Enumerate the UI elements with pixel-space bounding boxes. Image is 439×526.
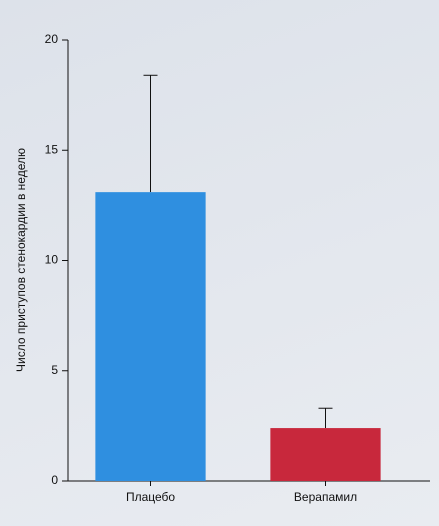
- x-tick-label: Верапамил: [294, 490, 357, 504]
- y-tick-label: 15: [45, 142, 59, 156]
- x-tick-label: Плацебо: [126, 490, 175, 504]
- y-axis-label: Число приступов стенокардии в неделю: [14, 148, 28, 372]
- y-tick-label: 10: [45, 253, 59, 267]
- bar: [270, 428, 381, 481]
- bar: [95, 192, 206, 481]
- y-tick-label: 20: [45, 32, 59, 46]
- y-tick-label: 0: [51, 473, 58, 487]
- y-tick-label: 5: [51, 363, 58, 377]
